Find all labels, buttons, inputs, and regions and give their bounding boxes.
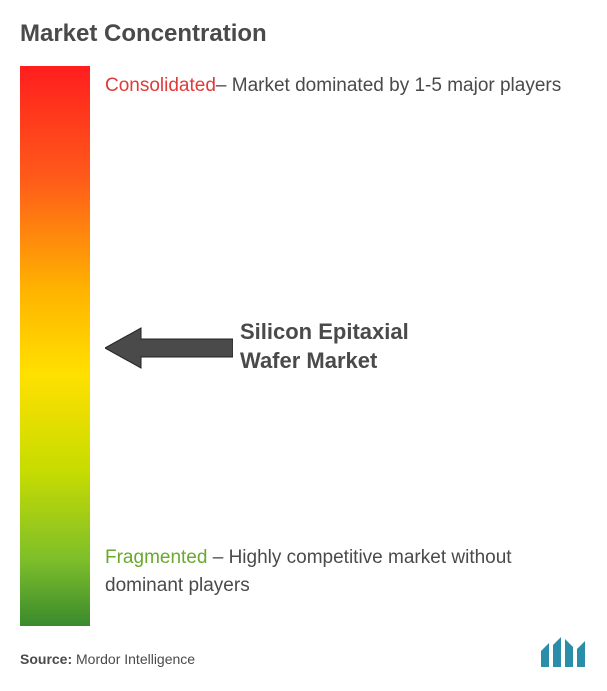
- source-label: Source:: [20, 651, 72, 667]
- source-name: Mordor Intelligence: [72, 651, 195, 667]
- spectrum-bar: [20, 66, 90, 626]
- fragmented-label: Fragmented – Highly competitive market w…: [105, 544, 587, 599]
- market-name-line1: Silicon Epitaxial: [240, 319, 409, 344]
- logo-bar3: [565, 639, 573, 667]
- market-name-label: Silicon Epitaxial Wafer Market: [240, 318, 409, 375]
- consolidated-text: – Market dominated by 1-5 major players: [216, 75, 561, 96]
- source-text: Source: Mordor Intelligence: [20, 651, 195, 667]
- infographic-container: Market Concentration Consolidated– Marke…: [0, 0, 607, 691]
- logo-bar4: [577, 641, 585, 667]
- chart-area: Consolidated– Market dominated by 1-5 ma…: [20, 66, 587, 626]
- consolidated-highlight: Consolidated: [105, 75, 216, 96]
- consolidated-label: Consolidated– Market dominated by 1-5 ma…: [105, 72, 587, 100]
- arrow-path: [105, 328, 233, 368]
- market-arrow-icon: [105, 324, 233, 372]
- spectrum-rect: [20, 66, 90, 626]
- fragmented-highlight: Fragmented: [105, 547, 207, 568]
- chart-title: Market Concentration: [20, 20, 587, 48]
- source-row: Source: Mordor Intelligence: [20, 633, 587, 667]
- logo-bar2: [553, 637, 561, 667]
- market-name-line2: Wafer Market: [240, 348, 377, 373]
- mordor-logo-icon: [539, 633, 587, 667]
- logo-bar1: [541, 643, 549, 667]
